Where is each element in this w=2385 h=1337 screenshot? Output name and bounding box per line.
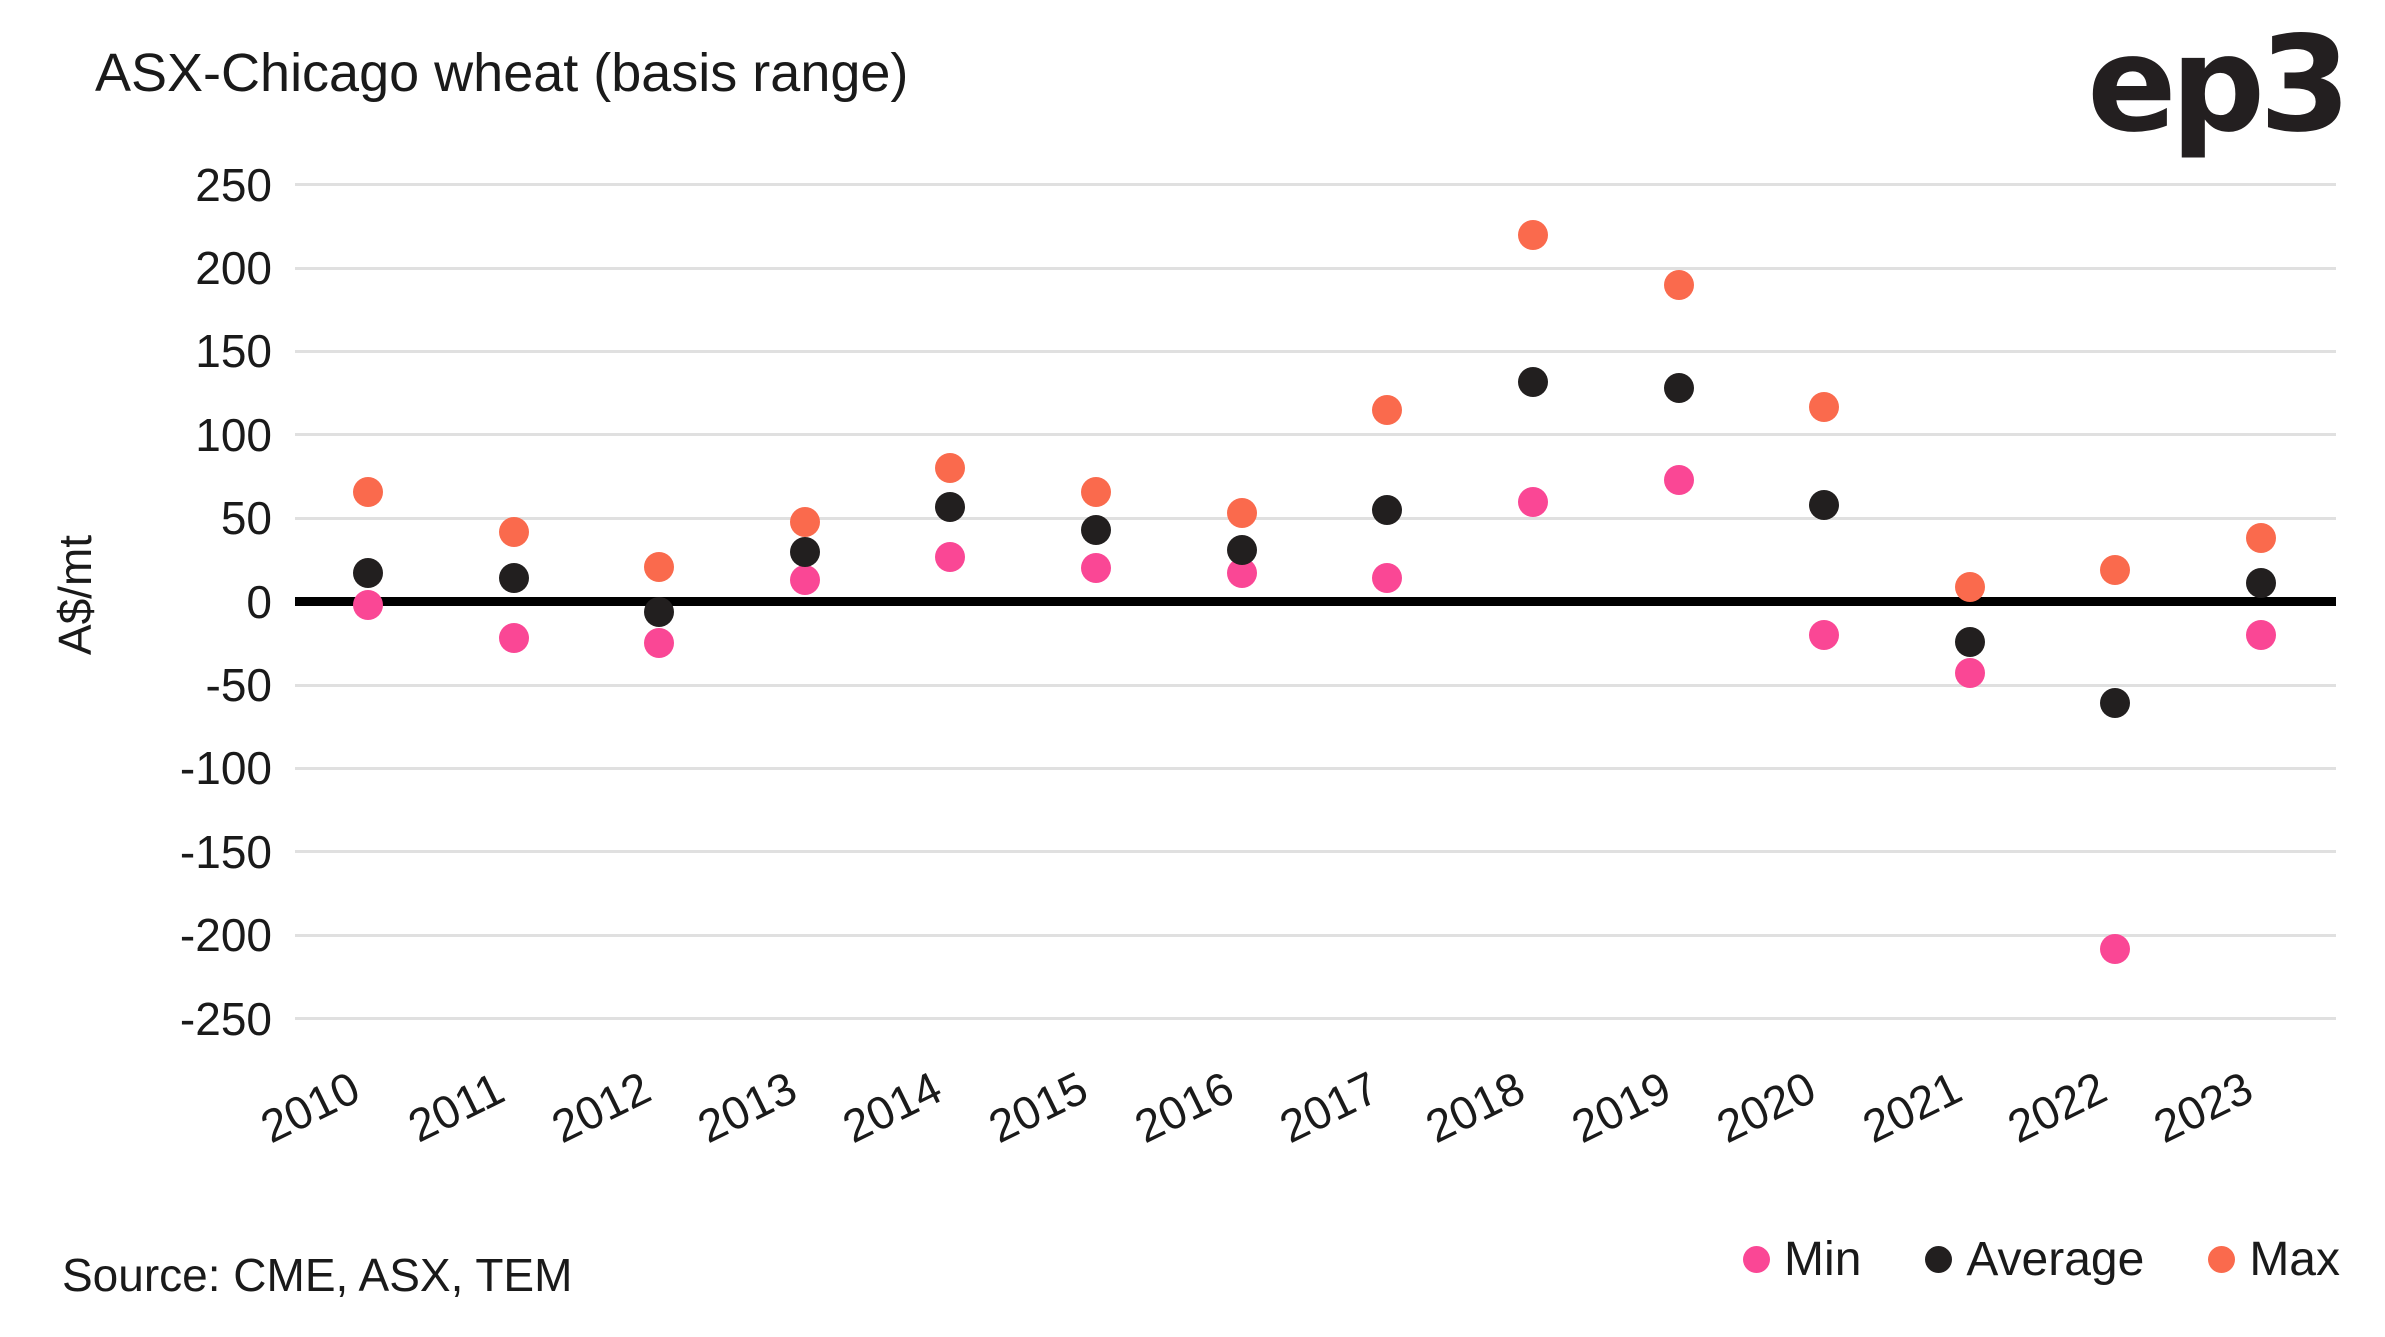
gridline <box>295 183 2336 187</box>
data-point-max-2019 <box>1663 269 1694 300</box>
data-point-max-2015 <box>1081 476 1112 507</box>
x-tick-label: 2014 <box>835 1061 950 1153</box>
data-point-min-2019 <box>1663 464 1694 495</box>
data-point-average-2023 <box>2246 568 2277 599</box>
x-tick-label: 2015 <box>980 1061 1096 1153</box>
data-point-average-2015 <box>1081 514 1112 545</box>
data-point-min-2015 <box>1081 553 1112 584</box>
x-tick-label: 2020 <box>1708 1061 1824 1153</box>
y-tick-label: 250 <box>195 158 272 211</box>
data-point-average-2022 <box>2100 688 2131 719</box>
data-point-average-2017 <box>1372 494 1403 525</box>
y-tick-label: -50 <box>205 659 272 712</box>
legend-item-max: Max <box>2208 1232 2340 1287</box>
legend-label: Max <box>2249 1233 2340 1286</box>
data-point-min-2013 <box>789 564 820 595</box>
data-point-max-2017 <box>1372 394 1403 425</box>
page-title: ASX-Chicago wheat (basis range) <box>95 43 909 103</box>
data-point-average-2013 <box>789 536 820 567</box>
gridline <box>295 1017 2336 1021</box>
data-point-min-2017 <box>1372 563 1403 594</box>
x-tick-label: 2013 <box>689 1061 805 1153</box>
y-tick-label: 100 <box>195 408 272 461</box>
gridline <box>295 850 2336 854</box>
y-tick-label: -150 <box>179 825 272 878</box>
data-point-average-2016 <box>1226 534 1257 565</box>
y-tick-label: 50 <box>220 492 272 545</box>
data-point-max-2023 <box>2246 523 2277 554</box>
gridline <box>295 683 2336 687</box>
data-point-max-2018 <box>1517 219 1548 250</box>
data-point-max-2016 <box>1226 498 1257 529</box>
x-tick-label: 2022 <box>2000 1061 2115 1153</box>
data-point-average-2018 <box>1517 366 1548 397</box>
data-point-max-2013 <box>789 506 820 537</box>
legend-dot-max-icon <box>2208 1246 2236 1273</box>
chart-legend: Min Average Max <box>1743 1232 2340 1287</box>
x-tick-label: 2011 <box>399 1061 512 1153</box>
data-point-max-2014 <box>935 453 966 484</box>
legend-label: Min <box>1784 1233 1862 1286</box>
data-point-min-2011 <box>498 623 529 654</box>
x-tick-label: 2012 <box>543 1061 659 1153</box>
data-point-average-2019 <box>1663 373 1694 404</box>
legend-dot-average-icon <box>1925 1246 1953 1273</box>
data-point-min-2018 <box>1517 486 1548 517</box>
gridline <box>295 433 2336 437</box>
legend-dot-min-icon <box>1743 1246 1771 1273</box>
data-point-average-2014 <box>935 491 966 522</box>
y-tick-label: -250 <box>179 992 272 1045</box>
x-tick-label: 2016 <box>1126 1061 1242 1153</box>
data-point-average-2012 <box>644 596 675 627</box>
source-note: Source: CME, ASX, TEM <box>62 1249 573 1301</box>
data-point-max-2022 <box>2100 554 2131 585</box>
x-tick-label: 2023 <box>2145 1061 2261 1153</box>
data-point-min-2021 <box>1954 658 1985 689</box>
data-point-max-2020 <box>1809 391 1840 422</box>
y-tick-label: 0 <box>246 575 272 628</box>
x-tick-label: 2018 <box>1417 1061 1533 1153</box>
legend-item-min: Min <box>1743 1232 1861 1287</box>
data-point-max-2021 <box>1954 571 1985 602</box>
data-point-average-2010 <box>353 558 383 589</box>
data-point-average-2020 <box>1809 489 1840 520</box>
data-point-min-2023 <box>2246 620 2277 650</box>
y-tick-label: -200 <box>179 909 272 962</box>
x-tick-label: 2019 <box>1563 1061 1678 1153</box>
gridline <box>295 266 2336 270</box>
gridline <box>295 766 2336 770</box>
zero-baseline <box>295 597 2336 607</box>
y-tick-label: -100 <box>179 742 272 795</box>
data-point-min-2012 <box>644 628 675 659</box>
data-point-average-2021 <box>1954 626 1985 657</box>
x-tick-label: 2010 <box>252 1061 368 1153</box>
data-point-min-2022 <box>2100 933 2131 964</box>
gridline <box>295 516 2336 520</box>
data-point-min-2014 <box>935 541 966 572</box>
x-tick-label: 2017 <box>1271 1061 1387 1153</box>
data-point-min-2010 <box>353 589 383 620</box>
ep3-logo: ep3 <box>2087 8 2351 162</box>
y-tick-label: 200 <box>195 242 272 295</box>
data-point-min-2020 <box>1809 620 1840 650</box>
data-point-max-2011 <box>498 516 529 547</box>
legend-label: Average <box>1966 1233 2145 1286</box>
data-point-max-2010 <box>353 476 383 507</box>
y-tick-label: 150 <box>195 325 272 378</box>
gridline <box>295 349 2336 353</box>
x-tick-label: 2021 <box>1854 1061 1970 1153</box>
legend-item-average: Average <box>1925 1232 2144 1287</box>
data-point-average-2011 <box>498 563 529 594</box>
gridline <box>295 933 2336 937</box>
data-point-max-2012 <box>644 551 675 582</box>
